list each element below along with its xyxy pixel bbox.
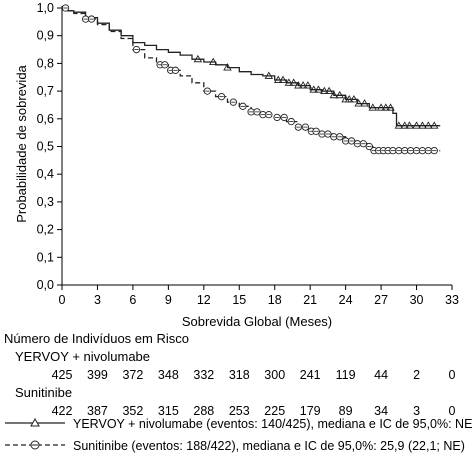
censor-marker-triangle xyxy=(309,85,319,93)
y-tick-label: 0,5 xyxy=(37,140,54,154)
risk-value: 332 xyxy=(193,368,214,382)
legend-entry-2: Sunitinibe (eventos: 188/422), mediana e… xyxy=(73,439,465,453)
censor-marker-triangle xyxy=(294,81,303,89)
x-tick-label: 6 xyxy=(129,293,136,307)
censor-marker-triangle xyxy=(278,75,288,83)
y-tick-label: 0,4 xyxy=(37,167,54,181)
risk-value: 352 xyxy=(122,404,143,418)
censor-marker-triangle xyxy=(320,86,329,95)
censor-marker-triangle xyxy=(376,103,386,111)
censor-marker-triangle xyxy=(400,121,410,129)
censor-marker-triangle xyxy=(264,71,274,79)
censor-marker-triangle xyxy=(349,95,359,103)
risk-value: 3 xyxy=(413,404,420,418)
risk-value: 0 xyxy=(449,404,456,418)
series-line-2 xyxy=(62,7,441,152)
risk-value: 89 xyxy=(339,404,353,418)
risk-value: 179 xyxy=(300,404,321,418)
censor-marker-triangle xyxy=(386,103,395,111)
censor-marker-triangle xyxy=(412,121,421,129)
censor-marker-triangle xyxy=(418,121,427,129)
risk-table: 425 399 372 348 332 318 300 241 119 44 2 0 422 387 352… xyxy=(52,368,456,418)
risk-value: 241 xyxy=(300,368,321,382)
legend: YERVOY + nivolumabe (eventos: 140/425), … xyxy=(5,417,475,453)
x-tick-label: 24 xyxy=(339,293,353,307)
censor-marker-triangle xyxy=(273,75,283,83)
censor-marker-triangle xyxy=(303,81,313,89)
risk-value: 348 xyxy=(158,368,179,382)
censor-marker-triangle xyxy=(314,85,323,93)
risk-value: 300 xyxy=(264,368,285,382)
x-tick-label: 3 xyxy=(94,293,101,307)
x-tick-label: 33 xyxy=(445,293,459,307)
y-tick-label: 0,3 xyxy=(37,195,54,209)
y-tick-label: 0,2 xyxy=(37,223,54,237)
censor-marker-triangle xyxy=(193,54,203,63)
censor-marker-triangle xyxy=(289,78,298,86)
censor-marker-triangle xyxy=(284,78,294,86)
y-tick-label: 0,7 xyxy=(37,84,54,98)
censor-marker-triangle xyxy=(429,121,439,129)
censor-marker-triangle xyxy=(381,103,391,111)
y-tick-label: 0,8 xyxy=(37,56,54,70)
censor-marker-triangle xyxy=(298,81,308,89)
x-tick-label: 0 xyxy=(59,293,66,307)
y-tick-label: 0,0 xyxy=(37,278,54,292)
risk-value: 399 xyxy=(87,368,108,382)
legend-marker-triangle xyxy=(30,417,40,427)
censor-marker-triangle xyxy=(344,95,354,103)
series-line-1 xyxy=(62,7,441,127)
risk-table-title: Número de Indivíduos em Risco xyxy=(4,331,189,346)
x-tick-label: 15 xyxy=(232,293,246,307)
risk-value: 387 xyxy=(87,404,108,418)
censor-marker-triangle xyxy=(208,57,218,65)
risk-row-label-2: Sunitinibe xyxy=(15,385,72,400)
risk-value: 0 xyxy=(449,368,456,382)
x-tick-label: 12 xyxy=(197,293,211,307)
x-tick-label: 18 xyxy=(268,293,282,307)
censor-marker-triangle xyxy=(324,86,334,95)
censor-marker-triangle xyxy=(335,90,345,99)
risk-value: 119 xyxy=(336,368,356,382)
risk-value: 44 xyxy=(374,368,388,382)
censor-marker-triangle xyxy=(424,121,433,129)
x-tick-label: 30 xyxy=(410,293,424,307)
risk-value: 34 xyxy=(374,404,388,418)
y-axis-label: Probabilidade de sobrevida xyxy=(14,64,29,222)
x-tick-label: 21 xyxy=(303,293,317,307)
y-tick-label: 0,6 xyxy=(37,112,54,126)
x-axis-label: Sobrevida Global (Meses) xyxy=(182,314,332,329)
risk-value: 288 xyxy=(193,404,214,418)
y-tick-label: 0,1 xyxy=(37,250,54,264)
risk-value: 372 xyxy=(122,368,143,382)
risk-value: 225 xyxy=(264,404,285,418)
risk-value: 422 xyxy=(52,404,73,418)
censor-marker-triangle xyxy=(368,103,378,111)
censor-marker-triangle xyxy=(360,99,369,107)
risk-value: 253 xyxy=(229,404,250,418)
y-tick-label: 0,9 xyxy=(37,29,54,43)
y-tick-label: 1,0 xyxy=(37,1,54,15)
risk-value: 2 xyxy=(413,368,420,382)
x-tick-label: 27 xyxy=(374,293,388,307)
legend-entry-1: YERVOY + nivolumabe (eventos: 140/425), … xyxy=(73,417,475,431)
risk-value: 425 xyxy=(52,368,73,382)
censor-marker-triangle xyxy=(329,90,339,99)
censor-marker-triangle xyxy=(354,99,363,107)
x-tick-label: 9 xyxy=(165,293,172,307)
risk-value: 315 xyxy=(158,404,179,418)
censor-marker-triangle xyxy=(394,121,404,129)
censor-marker-triangle xyxy=(405,121,414,129)
risk-value: 318 xyxy=(229,368,250,382)
plot-area: 0,0 0,1 0,2 0,3 0,4 0,5 0,6 0,7 0,8 0,9 1,0 0 3 6 9 12 1… xyxy=(37,1,459,307)
censor-marker-triangle xyxy=(223,63,232,71)
risk-row-label-1: YERVOY + nivolumabe xyxy=(15,349,150,364)
